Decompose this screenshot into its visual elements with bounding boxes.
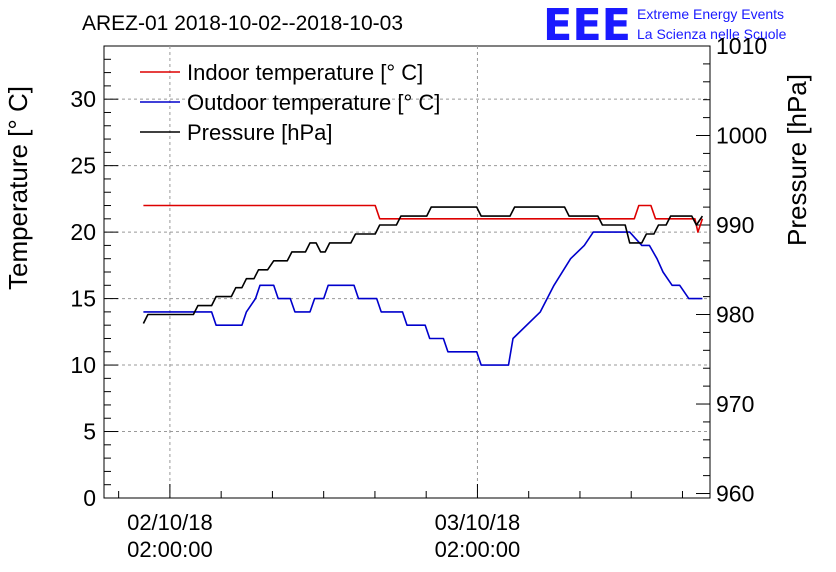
y-tick-label: 0 [83, 485, 96, 511]
eee-logo: EEE [543, 0, 631, 51]
y-tick-label: 30 [70, 86, 96, 112]
series-line-indoor [143, 204, 704, 233]
x-tick-time: 02:00:00 [435, 537, 521, 562]
y2-tick-label: 960 [716, 481, 754, 507]
y-tick-label: 20 [70, 219, 96, 245]
y2-axis-label: Pressure [hPa] [782, 74, 812, 246]
y-tick-label: 15 [70, 286, 96, 312]
legend-label-pressure: Pressure [hPa] [187, 120, 333, 145]
legend: Indoor temperature [° C] Outdoor temperat… [140, 60, 440, 145]
eee-logo-text: EEE [543, 0, 631, 51]
legend-label-indoor: Indoor temperature [° C] [187, 60, 423, 85]
y2-tick-label: 970 [716, 391, 754, 417]
y2-tick-label: 980 [716, 302, 754, 328]
y-tick-label: 10 [70, 352, 96, 378]
brand-line-2: La Scienza nelle Scuole [637, 26, 787, 42]
x-tick-time: 02:00:00 [127, 537, 213, 562]
y2-tick-label: 990 [716, 212, 754, 238]
right-axis: 960 970 980 990 1000 1010 [696, 33, 767, 507]
brand-line-1: Extreme Energy Events [637, 6, 784, 22]
legend-label-outdoor: Outdoor temperature [° C] [187, 90, 440, 115]
y-tick-label: 5 [83, 419, 96, 445]
series-line-outdoor [143, 231, 703, 366]
y2-tick-label: 1000 [716, 123, 767, 149]
y-tick-label: 25 [70, 153, 96, 179]
y-axis-label: Temperature [° C] [3, 86, 33, 290]
series-line-pressure [142, 206, 704, 324]
series-lines [142, 204, 704, 366]
x-tick-date: 03/10/18 [435, 510, 521, 535]
y2-tick-label: 1010 [716, 33, 767, 59]
chart-title: AREZ-01 2018-10-02--2018-10-03 [82, 12, 403, 35]
left-axis: 0 5 10 15 20 25 30 [70, 45, 118, 511]
x-tick-date: 02/10/18 [127, 510, 213, 535]
